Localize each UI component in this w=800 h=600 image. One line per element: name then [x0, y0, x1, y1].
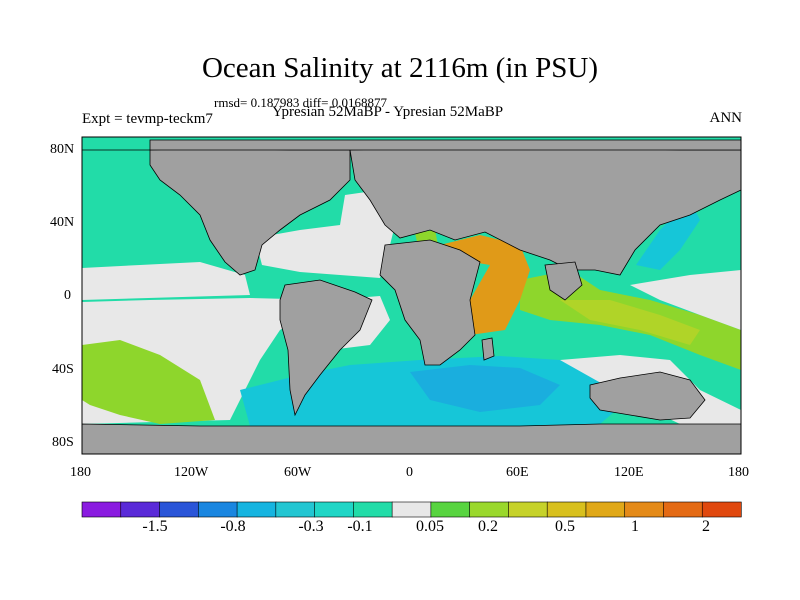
colorbar-swatch [391, 501, 432, 518]
colorbar-swatch [197, 501, 238, 518]
colorbar-label-4: -0.1 [347, 518, 373, 535]
colorbar-label-7: 0.5 [555, 518, 575, 535]
lon-label-120e: 120E [614, 465, 644, 480]
lat-label-80s: 80S [52, 435, 74, 450]
colorbar-swatch [120, 501, 161, 518]
lon-label-60e: 60E [506, 465, 529, 480]
colorbar-label-6: 0.2 [478, 518, 498, 535]
lon-label-0: 0 [406, 465, 413, 480]
madagascar-island [481, 337, 495, 361]
lon-label-180e: 180 [728, 465, 749, 480]
statistics-text: rmsd= 0.187983 diff= 0.0168877 [214, 95, 387, 110]
map-frame [81, 136, 742, 455]
colorbar-label-9: 2 [702, 518, 710, 535]
antarctica-landmass [81, 423, 742, 455]
colorbar-swatch [585, 501, 626, 518]
experiment-subtitle: Ypresian 52MaBP - Ypresian 52MaBP [272, 104, 504, 120]
blue-south-atlantic-core [410, 365, 560, 412]
colorbar-swatch [81, 501, 122, 518]
yellow-green-indian-ocean-core [560, 300, 700, 345]
polar-landmass [82, 139, 742, 151]
colorbar-swatch [508, 501, 548, 518]
cyan-north-pacific-patch [636, 200, 700, 270]
lon-label-60w: 60W [284, 465, 312, 480]
map-plot-area [81, 136, 742, 455]
lon-label-120w: 120W [174, 465, 209, 480]
colorbar-swatch [701, 501, 742, 518]
africa-landmass [379, 239, 481, 366]
lat-label-40n: 40N [50, 215, 75, 230]
colorbar-label-1: -1.5 [142, 518, 168, 535]
colorbar-label-2: -0.8 [220, 518, 246, 535]
colorbar-swatch [236, 501, 277, 518]
australia-landmass [589, 371, 706, 421]
lat-label-0: 0 [64, 288, 71, 303]
green-patch-southwest-pacific [82, 340, 215, 424]
lon-label-180w: 180 [70, 465, 91, 480]
season-label: ANN [709, 110, 743, 126]
colorbar-swatch [275, 501, 316, 518]
colorbar-swatch [314, 501, 354, 518]
south-america-landmass [279, 279, 373, 417]
colorbar-swatch [353, 501, 393, 518]
neutral-indian-ocean-band [630, 270, 741, 330]
colorbar-swatch [430, 501, 471, 518]
neutral-band-equatorial-pacific [82, 262, 250, 300]
lat-label-80n: 80N [50, 142, 75, 157]
colorbar-label-3: -0.3 [298, 518, 324, 535]
map-title: Ocean Salinity at 2116m (in PSU) [201, 52, 599, 84]
lat-label-40s: 40S [52, 362, 74, 377]
colorbar-label-8: 1 [631, 518, 639, 535]
colorbar-swatch [469, 501, 510, 518]
colorbar [81, 501, 742, 518]
colorbar-swatch [546, 501, 587, 518]
colorbar-swatch [663, 501, 703, 518]
colorbar-label-5: 0.05 [416, 518, 444, 535]
colorbar-swatch [624, 501, 665, 518]
neutral-band-north-atlantic [255, 190, 400, 278]
colorbar-swatch [159, 501, 199, 518]
experiment-label: Expt = tevmp-teckm7 [82, 111, 213, 127]
india-landmass [544, 261, 583, 301]
